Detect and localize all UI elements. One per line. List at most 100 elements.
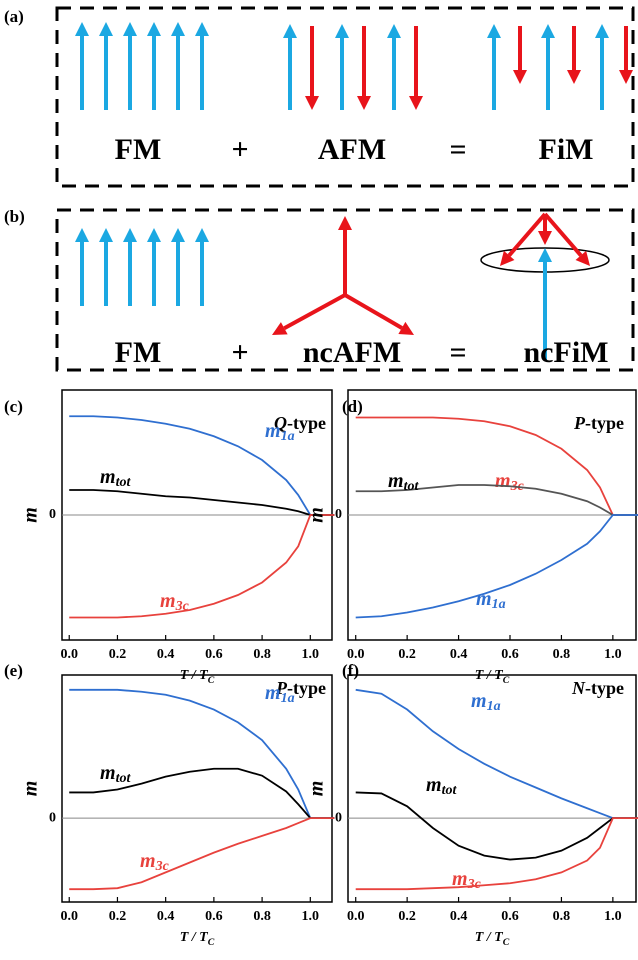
x-tick-label: 0.0: [60, 647, 78, 662]
x-tick-label: 0.2: [398, 647, 416, 662]
series-line: [69, 490, 334, 515]
x-tick-label: 0.4: [450, 909, 468, 924]
x-tick-label: 0.0: [60, 909, 78, 924]
arrow-head: [283, 24, 297, 38]
arrow-head: [387, 24, 401, 38]
arrow-head: [75, 22, 89, 36]
x-tick-label: 0.8: [253, 647, 271, 662]
series-label: mtot: [426, 774, 457, 799]
x-axis-label: T / TC: [475, 668, 510, 686]
x-tick-label: 0.2: [109, 909, 127, 924]
arrow-head: [409, 96, 423, 110]
spin-arrow: [345, 295, 402, 328]
x-tick-label: 1.0: [302, 647, 320, 662]
arrow-head: [147, 228, 161, 242]
x-tick-label: 0.8: [253, 909, 271, 924]
series-line: [356, 818, 638, 889]
arrow-head: [541, 24, 555, 38]
x-tick-label: 1.0: [302, 909, 320, 924]
panel-label: (c): [4, 397, 23, 416]
arrow-head: [171, 228, 185, 242]
y-tick-label: 0: [49, 507, 56, 522]
x-tick-label: 0.4: [157, 647, 175, 662]
x-tick-label: 0.8: [553, 909, 571, 924]
series-line: [69, 515, 334, 618]
panel-label: (e): [4, 661, 23, 680]
x-axis-label: T / TC: [180, 930, 215, 948]
arrow-head: [123, 22, 137, 36]
spin-arrow: [284, 295, 345, 328]
term: FM: [115, 133, 162, 166]
x-tick-label: 0.2: [109, 647, 127, 662]
arrow-head: [123, 228, 137, 242]
x-axis-label: T / TC: [180, 668, 215, 686]
term: +: [231, 336, 248, 369]
arrow-head: [538, 248, 552, 262]
x-tick-label: 0.8: [553, 647, 571, 662]
type-title: N-type: [571, 678, 624, 698]
arrow-head: [338, 216, 352, 230]
series-label: m3c: [160, 590, 190, 615]
series-line: [69, 818, 334, 889]
term: +: [231, 133, 248, 166]
x-tick-label: 1.0: [604, 647, 622, 662]
term: FM: [115, 336, 162, 369]
series-line: [356, 792, 638, 859]
arrow-head: [513, 70, 527, 84]
series-label: mtot: [100, 762, 131, 787]
x-tick-label: 1.0: [604, 909, 622, 924]
arrow-head: [567, 70, 581, 84]
x-tick-label: 0.2: [398, 909, 416, 924]
type-title: P-type: [573, 413, 624, 433]
term: AFM: [318, 133, 386, 166]
term: =: [449, 336, 466, 369]
y-axis-label: m: [306, 507, 328, 523]
arrow-head: [195, 22, 209, 36]
panel-label: (b): [4, 207, 25, 226]
spin-arrow: [509, 214, 545, 255]
series-label: m3c: [140, 850, 170, 875]
y-axis-label: m: [20, 507, 42, 523]
series-label: m3c: [452, 868, 482, 893]
y-tick-label: 0: [335, 810, 342, 825]
arrow-head: [619, 70, 633, 84]
x-axis-label: T / TC: [475, 930, 510, 948]
series-label: m1a: [476, 588, 506, 613]
arrow-head: [335, 24, 349, 38]
arrow-head: [99, 228, 113, 242]
x-tick-label: 0.6: [501, 647, 519, 662]
arrow-head: [99, 22, 113, 36]
x-tick-label: 0.6: [501, 909, 519, 924]
series-line: [69, 690, 334, 818]
term: ncFiM: [524, 336, 609, 369]
y-tick-label: 0: [49, 810, 56, 825]
figure: (a) FM + AFM = FiM (b) FM + ncAFM = ncFiM 0 0.0 0.2 0.4…: [0, 0, 638, 960]
panel-label: (a): [4, 7, 24, 26]
spin-arrow: [545, 214, 581, 255]
plot-frame: [62, 675, 332, 902]
series-label: m3c: [495, 470, 525, 495]
arrow-head: [195, 228, 209, 242]
arrow-head: [147, 22, 161, 36]
series-label: m1a: [471, 690, 501, 715]
panel-label: (d): [342, 397, 363, 416]
term: FiM: [539, 133, 594, 166]
arrow-head: [487, 24, 501, 38]
x-tick-label: 0.4: [450, 647, 468, 662]
series-label: mtot: [100, 466, 131, 491]
arrow-head: [171, 22, 185, 36]
arrow-head: [357, 96, 371, 110]
y-axis-label: m: [20, 781, 42, 797]
term: =: [449, 133, 466, 166]
x-tick-label: 0.4: [157, 909, 175, 924]
y-axis-label: m: [306, 781, 328, 797]
arrow-head: [305, 96, 319, 110]
y-tick-label: 0: [335, 507, 342, 522]
panel-label: (f): [342, 661, 359, 680]
term: ncAFM: [303, 336, 401, 369]
arrow-head: [595, 24, 609, 38]
arrow-head: [75, 228, 89, 242]
arrow-head: [538, 231, 552, 245]
x-tick-label: 0.6: [205, 909, 223, 924]
series-label: mtot: [388, 470, 419, 495]
